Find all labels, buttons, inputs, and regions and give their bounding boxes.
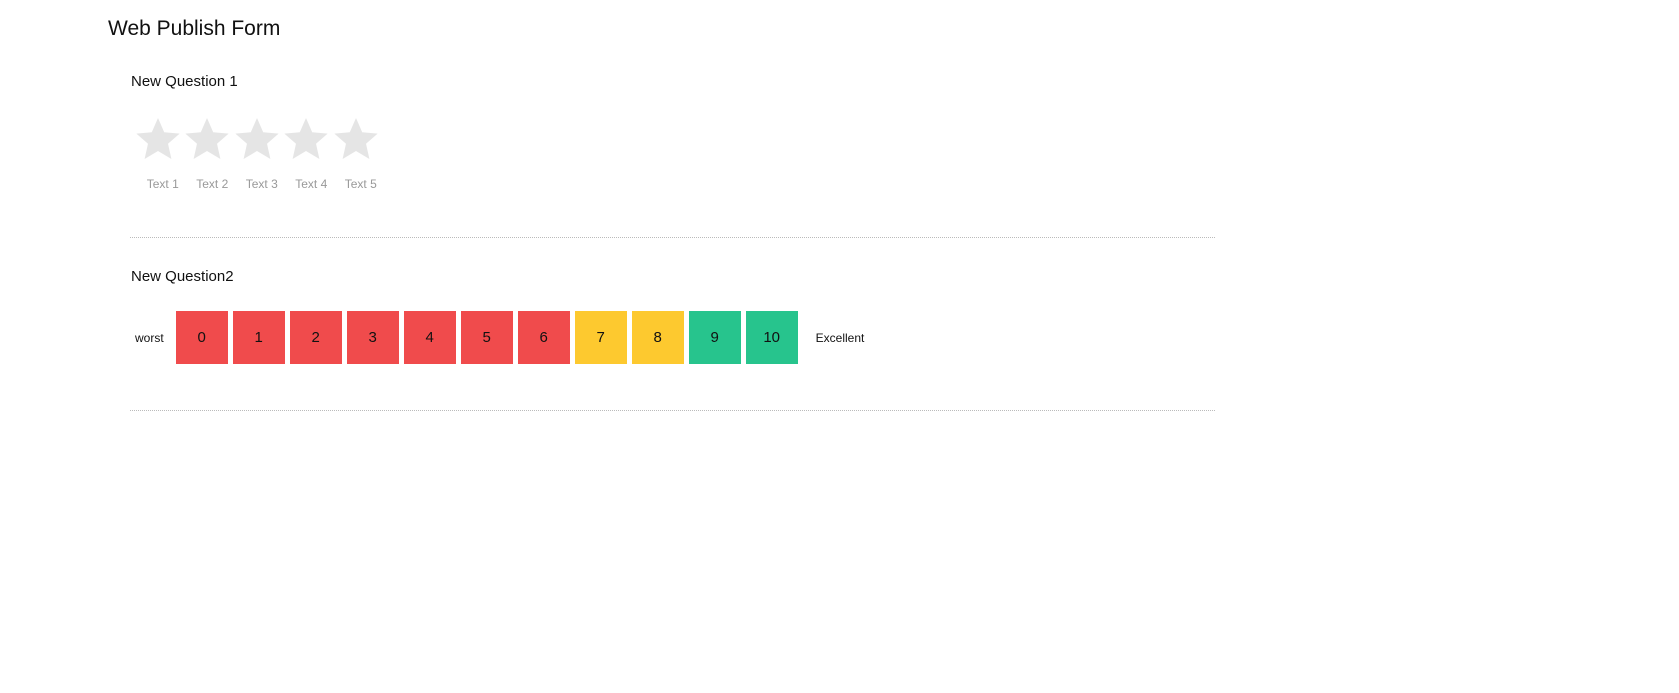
star-label: Text 2 [196, 177, 229, 191]
scale-option-7[interactable]: 7 [574, 311, 627, 364]
star-label: Text 5 [344, 177, 377, 191]
star-icon[interactable] [282, 115, 332, 165]
nps-scale: worst 0 1 2 3 4 5 6 7 8 9 10 Excellent [135, 311, 864, 364]
star-icon[interactable] [232, 115, 282, 165]
divider [130, 237, 1215, 238]
question-1-title: New Question 1 [131, 73, 238, 90]
scale-option-2[interactable]: 2 [289, 311, 342, 364]
star-label: Text 3 [245, 177, 278, 191]
scale-option-8[interactable]: 8 [631, 311, 684, 364]
divider [130, 410, 1215, 411]
scale-option-10[interactable]: 10 [745, 311, 798, 364]
star-icon[interactable] [133, 115, 183, 165]
scale-option-5[interactable]: 5 [460, 311, 513, 364]
page-title: Web Publish Form [108, 17, 281, 40]
question-2-title: New Question2 [131, 268, 234, 285]
scale-option-3[interactable]: 3 [346, 311, 399, 364]
scale-option-6[interactable]: 6 [517, 311, 570, 364]
star-labels: Text 1 Text 2 Text 3 Text 4 Text 5 [138, 177, 386, 191]
high-label: Excellent [815, 330, 865, 345]
star-label: Text 1 [146, 177, 179, 191]
scale-option-9[interactable]: 9 [688, 311, 741, 364]
scale-option-4[interactable]: 4 [403, 311, 456, 364]
star-icon[interactable] [183, 115, 233, 165]
low-label: worst [135, 330, 164, 345]
star-label: Text 4 [295, 177, 328, 191]
star-icon[interactable] [331, 115, 381, 165]
star-rating[interactable] [133, 115, 381, 165]
scale-option-0[interactable]: 0 [175, 311, 228, 364]
scale-option-1[interactable]: 1 [232, 311, 285, 364]
